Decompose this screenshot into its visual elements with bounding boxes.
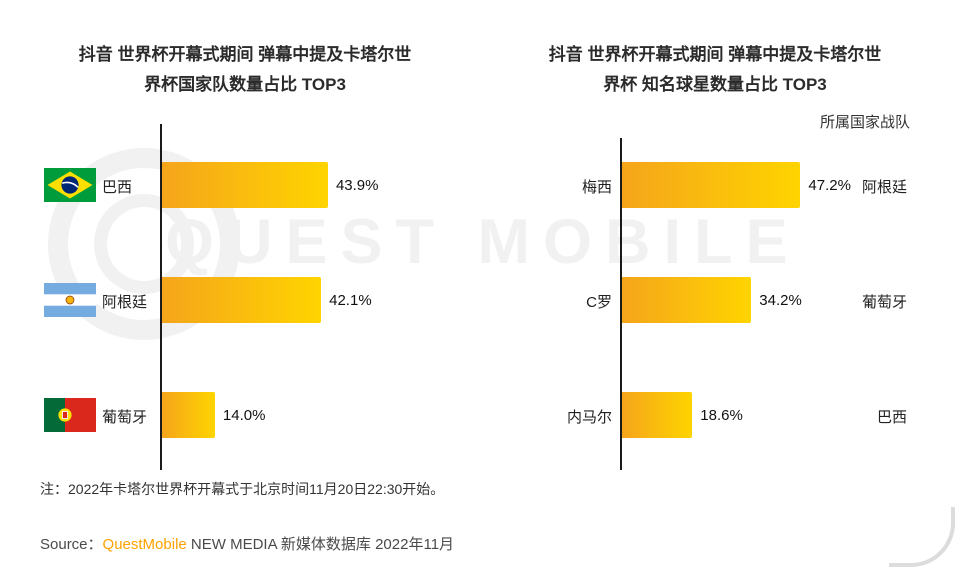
- portugal-flag-icon: [44, 398, 96, 432]
- team-label: 巴西: [876, 409, 907, 426]
- bar-group: 14.0%: [162, 392, 265, 438]
- value-label: 34.2%: [759, 291, 802, 309]
- team-column-header: 所属国家战队: [819, 114, 910, 131]
- source-rest: NEW MEDIA 新媒体数据库 2022年11月: [186, 536, 455, 553]
- right-chart-title-line2: 界杯 知名球星数量占比 TOP3: [603, 75, 827, 94]
- bar-group: 18.6%: [622, 392, 743, 438]
- value-label: 43.9%: [335, 176, 379, 194]
- left-chart-title-line2: 界杯国家队数量占比 TOP3: [144, 75, 346, 94]
- country-label: 葡萄牙: [102, 409, 148, 426]
- source-line: Source：QuestMobile NEW MEDIA 新媒体数据库 2022…: [40, 533, 454, 554]
- bar-group: 47.2%: [622, 162, 851, 208]
- left-chart-title-line1: 抖音 世界杯开幕式期间 弹幕中提及卡塔尔世: [78, 45, 412, 64]
- value-label: 18.6%: [700, 406, 743, 424]
- source-brand: QuestMobile: [102, 536, 187, 553]
- player-label: 内马尔: [566, 409, 612, 426]
- bar-neymar: [622, 392, 693, 438]
- value-label: 14.0%: [222, 406, 266, 424]
- footnote: 注：2022年卡塔尔世界杯开幕式于北京时间11月20日22:30开始。: [40, 481, 445, 497]
- bar-messi: [622, 162, 801, 208]
- left-chart-row-portugal: 葡萄牙 14.0%: [0, 392, 960, 438]
- right-chart-row-ronaldo: C罗 34.2% 葡萄牙: [0, 277, 960, 323]
- source-label: Source：: [40, 536, 103, 553]
- team-label: 葡萄牙: [861, 294, 907, 311]
- right-chart-axis: [620, 138, 622, 470]
- left-chart-title: 抖音 世界杯开幕式期间 弹幕中提及卡塔尔世 界杯国家队数量占比 TOP3: [30, 40, 460, 100]
- right-chart-title-line1: 抖音 世界杯开幕式期间 弹幕中提及卡塔尔世: [548, 45, 882, 64]
- right-chart-row-messi: 梅西 47.2% 阿根廷: [0, 162, 960, 208]
- country-label: 巴西: [102, 179, 133, 196]
- bar-ronaldo: [622, 277, 752, 323]
- right-chart-row-neymar: 内马尔 18.6% 巴西: [0, 392, 960, 438]
- player-label: C罗: [586, 294, 612, 311]
- value-label: 42.1%: [329, 291, 372, 309]
- card-corner-decoration: [889, 507, 955, 567]
- bar-portugal: [162, 392, 215, 438]
- bar-group: 34.2%: [622, 277, 802, 323]
- left-chart-axis: [160, 124, 162, 470]
- team-label: 阿根廷: [861, 179, 907, 196]
- country-label: 阿根廷: [102, 294, 148, 311]
- value-label: 47.2%: [808, 176, 851, 194]
- player-label: 梅西: [581, 179, 612, 196]
- right-chart-title: 抖音 世界杯开幕式期间 弹幕中提及卡塔尔世 界杯 知名球星数量占比 TOP3: [500, 40, 930, 100]
